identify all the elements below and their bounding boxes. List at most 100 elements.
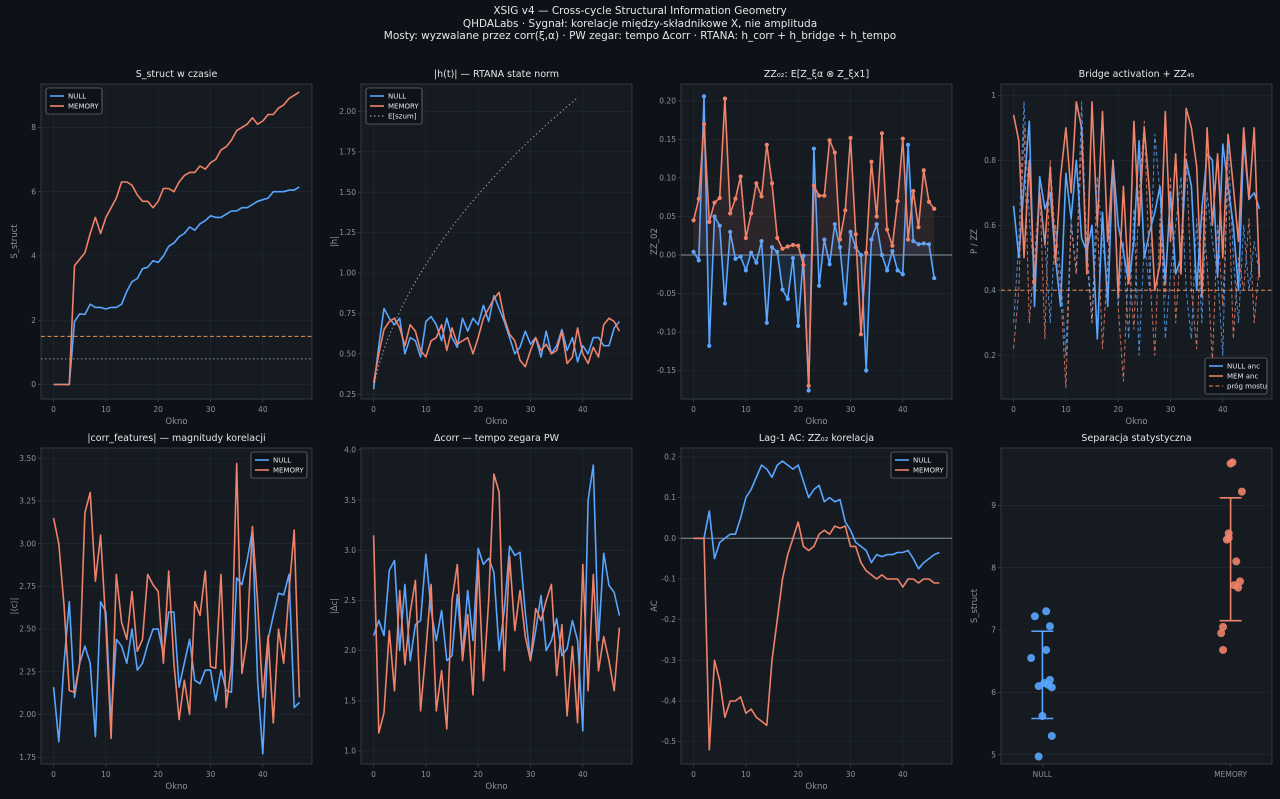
legend-label: NULL anc [1227,363,1260,371]
series-marker [738,174,743,179]
y-tick-label: 1.75 [339,147,356,156]
y-tick-label: 0.05 [659,212,676,221]
series-marker [858,332,864,337]
series-marker [707,219,712,224]
y-tick-label: -0.05 [657,289,677,298]
series-marker [691,249,696,254]
chart-title: Bridge activation + ZZ₄₅ [1079,69,1195,80]
series-marker [712,214,717,219]
series-marker [932,206,937,211]
x-tick-label: 20 [473,770,483,779]
series-marker [843,208,848,213]
y-tick-label: 2.00 [19,710,36,719]
x-tick-label: 20 [793,405,803,414]
series-marker [879,252,884,258]
y-tick-label: 3.50 [19,454,36,463]
y-axis-label: S_struct [970,588,980,623]
x-tick-label: 40 [898,405,908,414]
series-fill [693,96,935,391]
series-marker [879,131,884,136]
y-tick-label: 0.50 [339,349,356,358]
legend-label: NULL [273,457,291,465]
series-marker [754,260,759,265]
y-tick-label: 0.6 [984,221,996,230]
legend-label: MEM anc [1227,373,1258,381]
legend-label: MEMORY [273,467,304,475]
y-tick-label: 1.50 [339,188,356,197]
y-tick-label: -0.1 [661,575,676,584]
series-marker [722,301,728,306]
series-marker [895,198,900,204]
series-marker [822,237,827,242]
series-marker [827,262,832,267]
series-marker [806,383,811,389]
x-tick-label: 40 [578,770,588,779]
x-tick-label: MEMORY [1214,770,1247,779]
series-marker [864,368,869,373]
scatter-point [1030,612,1039,621]
series-line [1013,120,1260,389]
x-axis-label: Okno [805,417,827,427]
series-marker [696,196,701,201]
legend-label: MEMORY [388,103,419,111]
plot-area [1000,447,1273,765]
legend: NULL MEMORY E[szum] [365,87,423,125]
scatter-point [1042,607,1051,616]
legend-label: NULL [68,93,86,101]
scatter-point [1228,458,1237,467]
series-marker [764,320,769,325]
series-marker [822,193,827,198]
x-tick-label: 20 [153,770,163,779]
scatter-point [1034,752,1043,761]
series-marker [769,181,775,186]
x-tick-label: 40 [1218,405,1228,414]
scatter-point [1237,487,1246,496]
y-tick-label: 7 [991,626,996,635]
figure-title: XSIG v4 — Cross-cycle Structural Informa… [493,5,787,17]
x-tick-label: 30 [846,770,856,779]
chart-title: S_struct w czasie [136,69,218,80]
y-tick-label: 3.25 [19,497,36,506]
x-tick-label: NULL [1033,770,1053,779]
y-axis-label: |⟨c⟩| [10,597,20,614]
x-tick-label: 0 [51,770,56,779]
scatter-point [1234,583,1243,592]
series-line [52,529,300,755]
series-marker [796,243,801,248]
series-line [372,291,621,383]
chart-panel-5: 1.75 2.00 2.25 2.50 2.75 3.00 3.25 3.50 0 10 20 30 4… [10,433,313,792]
plot-area [680,447,953,765]
figure-header: XSIG v4 — Cross-cycle Structural Informa… [0,5,1280,43]
x-tick-label: 20 [793,770,803,779]
series-line [53,91,300,386]
series-marker [775,235,780,241]
y-tick-label: 8 [31,123,36,132]
series-marker [905,237,911,242]
series-marker [890,249,895,254]
series-marker [874,214,879,219]
y-tick-label: 0.0 [664,534,676,543]
scatter-point [1232,557,1241,566]
series-marker [790,242,796,248]
series-marker [691,218,696,223]
series-marker [801,253,806,258]
series-marker [796,323,801,328]
series-marker [717,195,722,201]
y-tick-label: 0.25 [339,390,356,399]
x-tick-label: 0 [371,770,376,779]
chart-title: |h(t)| — RTANA state norm [434,69,559,80]
series-line [372,473,621,734]
legend-box [365,87,423,125]
x-tick-label: 20 [153,405,163,414]
plot-area [40,83,313,400]
y-tick-label: 0.10 [659,174,676,183]
series-marker [785,296,790,301]
legend: NULL MEMORY [45,87,103,115]
series-marker [921,168,926,173]
chart-title: Separacja statystyczna [1081,433,1191,444]
y-tick-label: 2 [31,316,36,325]
y-tick-label: 6 [31,187,36,196]
chart-panel-3: -0.15 -0.10 -0.05 0.00 0.05 0.10 0.15 0.20 0 10 20… [650,69,953,427]
series-marker [932,275,937,281]
series-line [693,521,940,751]
